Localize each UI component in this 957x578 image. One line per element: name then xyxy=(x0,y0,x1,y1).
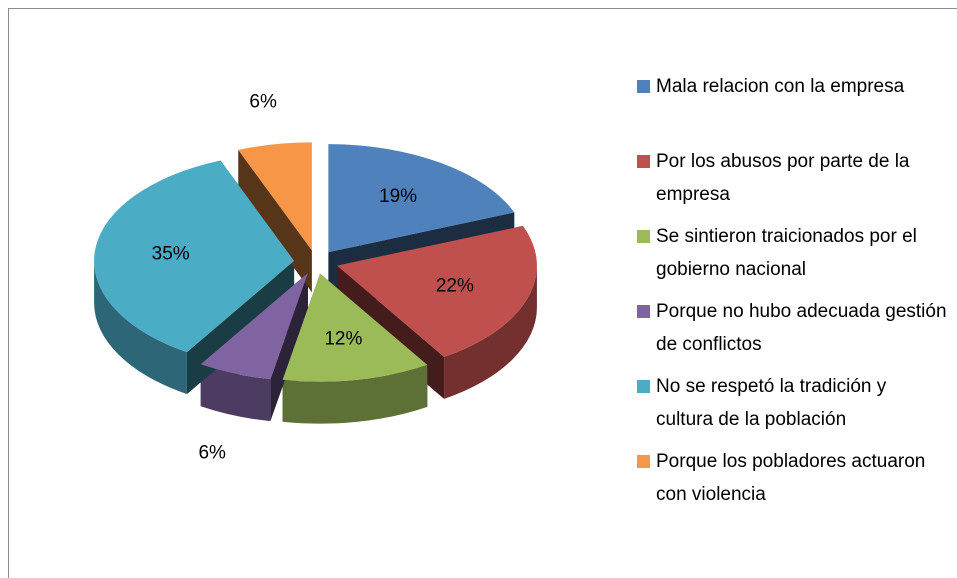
slice xyxy=(282,273,428,382)
legend-label: Mala relacion con la empresa xyxy=(656,76,905,97)
slice-wall xyxy=(200,364,271,422)
legend-item: Porque los pobladores actuaron con viole… xyxy=(637,445,947,520)
legend-swatch xyxy=(637,230,650,243)
slice xyxy=(200,273,308,380)
legend-swatch xyxy=(637,380,650,393)
slice-wall xyxy=(444,265,537,399)
legend-label: Porque no hubo adecuada gestión de confl… xyxy=(656,301,947,355)
slice xyxy=(328,144,515,253)
slice-wall xyxy=(94,260,187,395)
legend-swatch xyxy=(637,80,650,93)
slice xyxy=(238,142,312,251)
legend-label: Porque los pobladores actuaron con viole… xyxy=(656,451,926,505)
legend-swatch xyxy=(637,305,650,318)
legend-item: Mala relacion con la empresa xyxy=(637,70,947,145)
legend: Mala relacion con la empresa Por los abus… xyxy=(637,70,947,520)
legend-swatch xyxy=(637,455,650,468)
slice-wall xyxy=(282,364,428,424)
legend-item: No se respetó la tradición y cultura de … xyxy=(637,370,947,445)
slice xyxy=(336,225,537,357)
slice xyxy=(94,160,295,353)
chart-border xyxy=(8,8,957,578)
pie-tops xyxy=(94,142,537,382)
legend-label: Se sintieron traicionados por el gobiern… xyxy=(656,226,917,280)
data-label: 12% xyxy=(324,328,362,349)
data-label: 6% xyxy=(249,91,277,112)
legend-label: Por los abusos por parte de la empresa xyxy=(656,151,910,205)
data-label: 22% xyxy=(436,275,474,296)
data-label: 19% xyxy=(379,186,417,207)
data-label: 35% xyxy=(152,244,190,265)
legend-item: Porque no hubo adecuada gestión de confl… xyxy=(637,295,947,370)
data-label: 6% xyxy=(198,443,226,464)
legend-label: No se respetó la tradición y cultura de … xyxy=(656,376,887,430)
slice-side xyxy=(238,149,312,293)
legend-swatch xyxy=(637,155,650,168)
legend-item: Por los abusos por parte de la empresa xyxy=(637,145,947,220)
legend-item: Se sintieron traicionados por el gobiern… xyxy=(637,220,947,295)
